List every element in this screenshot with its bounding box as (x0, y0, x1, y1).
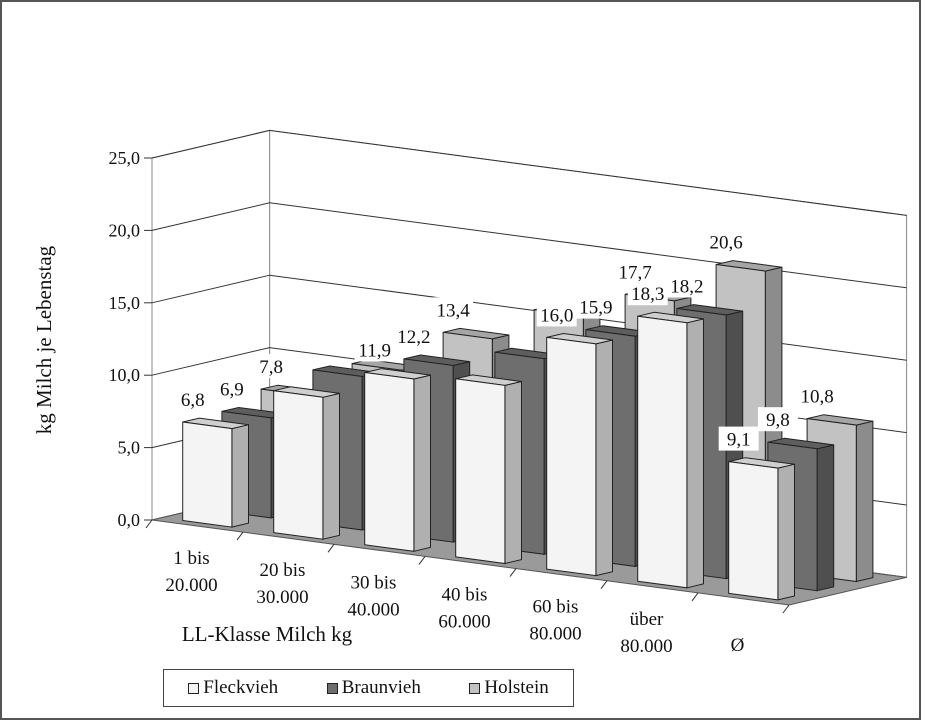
bar-fleckvieh (364, 371, 415, 552)
data-label-box (393, 323, 434, 348)
y-tick-label: 25,0 (109, 148, 141, 168)
data-label-box (211, 376, 252, 401)
y-tick-label: 15,0 (109, 293, 141, 313)
bar-fleckvieh (546, 336, 597, 577)
x-tick-label: 30 bis (351, 572, 397, 593)
legend-swatch-braunvieh (326, 682, 338, 694)
data-label-box (536, 302, 577, 327)
y-tick-label: 10,0 (109, 365, 141, 385)
data-label: 18,2 (670, 277, 703, 298)
data-label: 6,8 (181, 390, 205, 411)
x-tick-mark (509, 568, 517, 577)
x-tick-label: 80.000 (529, 624, 581, 645)
data-label-box (797, 383, 838, 408)
legend-label-holstein: Holstein (484, 677, 549, 698)
data-label: 20,6 (709, 233, 742, 254)
gridline (151, 202, 907, 289)
gridline (151, 129, 907, 216)
legend-swatch-fleckvieh (188, 682, 200, 694)
data-label: 10,8 (800, 387, 833, 408)
data-label-box (757, 407, 798, 432)
legend-item-fleckvieh: Fleckvieh (188, 677, 278, 699)
x-tick-mark (236, 531, 244, 541)
bar-side-fleckvieh (322, 392, 340, 540)
bar-fleckvieh (182, 421, 233, 528)
legend-label-braunvieh: Braunvieh (341, 677, 421, 698)
data-label-box (706, 229, 747, 254)
x-tick-mark (691, 592, 699, 602)
y-tick-label: 5,0 (118, 438, 141, 458)
data-label: 18,3 (631, 284, 664, 305)
legend-swatch-holstein (469, 682, 481, 694)
y-axis-title: kg Milch je Lebenstag (32, 245, 56, 434)
data-label: 16,0 (540, 305, 573, 326)
x-tick-mark (600, 580, 608, 590)
bar-fleckvieh (637, 315, 688, 589)
x-tick-label: über (630, 609, 664, 630)
data-label-box (615, 259, 656, 284)
x-tick-label: 40 bis (442, 585, 488, 606)
y-tick-label: 0,0 (118, 510, 141, 530)
x-tick-mark (418, 556, 426, 565)
x-tick-label: 80.000 (620, 636, 672, 657)
data-label: 12,2 (397, 327, 430, 348)
x-tick-label: 20 bis (260, 560, 306, 581)
data-label-box (433, 297, 474, 322)
x-tick-label: 40.000 (347, 599, 399, 620)
bar-side-fleckvieh (777, 463, 795, 601)
x-tick-label: 20.000 (165, 575, 217, 596)
bar-side-fleckvieh (504, 380, 522, 565)
legend-item-braunvieh: Braunvieh (326, 677, 421, 699)
x-tick-label: 60.000 (438, 612, 490, 633)
data-label: 17,7 (618, 262, 651, 283)
x-tick-label: Ø (731, 635, 745, 656)
x-tick-label: 1 bis (173, 548, 209, 569)
x-tick-label: 30.000 (256, 587, 308, 608)
data-label-box (718, 426, 759, 451)
bar-fleckvieh (273, 390, 324, 540)
data-label: 15,9 (579, 298, 612, 319)
bar-fleckvieh (455, 378, 506, 565)
x-tick-mark (145, 519, 153, 529)
bar-side-fleckvieh (231, 424, 249, 528)
y-tick-label: 20,0 (109, 220, 141, 240)
bar-side-fleckvieh (595, 339, 613, 577)
x-tick-label: 60 bis (533, 597, 579, 618)
bar-fleckvieh (728, 461, 779, 601)
data-label: 9,1 (727, 430, 751, 451)
bar-side-fleckvieh (686, 318, 704, 589)
data-label-box (172, 387, 213, 411)
bar-side-holstein (855, 420, 874, 583)
legend-label-fleckvieh: Fleckvieh (203, 677, 279, 698)
data-label: 11,9 (358, 341, 391, 362)
data-label: 7,8 (259, 357, 283, 378)
bar-side-braunvieh (816, 444, 835, 592)
x-tick-mark (327, 543, 335, 553)
data-label-box (251, 354, 292, 379)
legend: Fleckvieh Braunvieh Holstein (163, 669, 574, 707)
data-label: 13,4 (436, 300, 470, 321)
data-label-box (627, 281, 668, 306)
data-label-box (575, 294, 616, 319)
data-label-box (666, 273, 707, 298)
data-label: 6,9 (220, 379, 244, 400)
bar-side-fleckvieh (413, 374, 431, 552)
x-axis-title: LL-Klasse Milch kg (182, 622, 353, 646)
data-label-box (354, 337, 395, 362)
x-tick-mark (782, 604, 790, 614)
legend-item-holstein: Holstein (469, 677, 549, 699)
data-label: 9,8 (766, 410, 790, 431)
